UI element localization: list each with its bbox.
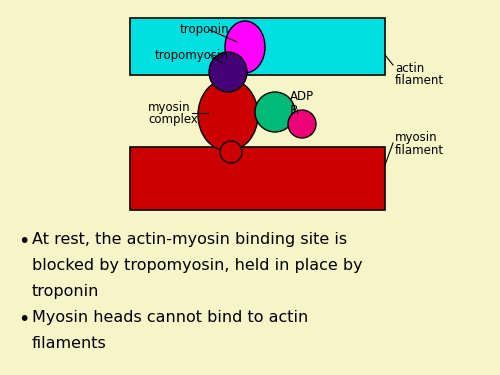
Text: Myosin heads cannot bind to actin: Myosin heads cannot bind to actin [32,310,308,325]
Text: At rest, the actin-myosin binding site is: At rest, the actin-myosin binding site i… [32,232,347,247]
Text: •: • [18,232,30,251]
Text: myosin: myosin [395,132,438,144]
Text: troponin: troponin [180,24,230,36]
Text: actin: actin [395,62,424,75]
Text: tropomyosin: tropomyosin [155,48,229,62]
Text: blocked by tropomyosin, held in place by: blocked by tropomyosin, held in place by [32,258,362,273]
Text: troponin: troponin [32,284,100,299]
Text: •: • [18,310,30,329]
Text: complex: complex [148,114,198,126]
Text: ADP: ADP [290,90,314,102]
Bar [130,147,385,210]
Text: myosin: myosin [148,102,190,114]
Text: filament: filament [395,74,444,87]
Bar [130,18,385,75]
Ellipse shape [225,21,265,73]
Ellipse shape [288,110,316,138]
Ellipse shape [255,92,295,132]
Text: filament: filament [395,144,444,156]
Ellipse shape [220,141,242,163]
Text: filaments: filaments [32,336,107,351]
Text: Pᵢ: Pᵢ [290,104,300,117]
Ellipse shape [209,52,247,92]
Ellipse shape [198,79,258,151]
